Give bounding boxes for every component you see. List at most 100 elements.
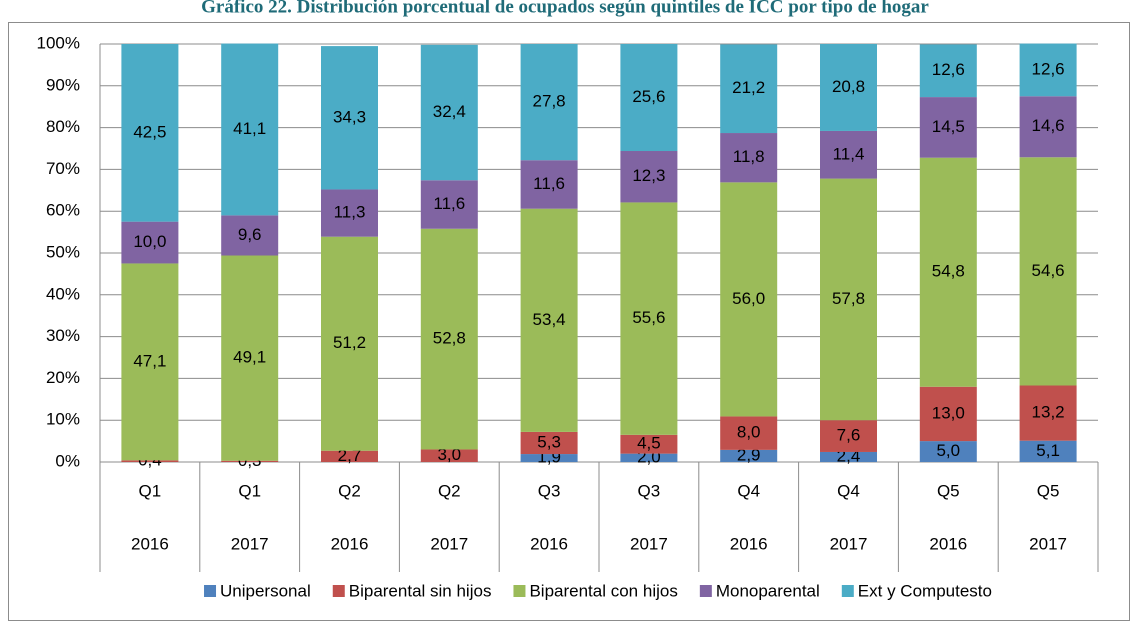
bar-segment (121, 221, 179, 264)
x-tick-label: Q3 (638, 481, 661, 500)
bar-segment (919, 441, 977, 462)
data-label: 14,6 (1032, 116, 1065, 135)
bar-segment (520, 208, 578, 432)
x-group-label: 2016 (131, 534, 169, 553)
bar-segment (1019, 96, 1077, 158)
bar-segment (620, 453, 678, 462)
legend-label: Monoparental (716, 581, 820, 600)
bar-segment (620, 202, 678, 435)
x-group-label: 2017 (430, 534, 468, 553)
legend-swatch (513, 585, 526, 597)
x-group-label: 2017 (630, 534, 668, 553)
data-label: 12,6 (1032, 59, 1065, 78)
data-label: 55,6 (632, 308, 665, 327)
data-label: 11,4 (833, 144, 865, 163)
data-label: 34,3 (333, 107, 366, 126)
data-label: 51,2 (333, 333, 366, 352)
x-tick-label: Q2 (438, 481, 461, 500)
x-tick-label: Q5 (1037, 481, 1060, 500)
data-label: 54,8 (932, 262, 965, 281)
bar-segment (820, 451, 877, 462)
bar-segment (221, 215, 279, 256)
data-label: 42,5 (133, 122, 166, 141)
x-tick-label: Q1 (139, 481, 162, 500)
y-tick-label: 30% (46, 326, 80, 345)
x-tick-label: Q3 (538, 481, 561, 500)
x-group-label: 2017 (1029, 534, 1067, 553)
bar-segment (420, 449, 478, 462)
bar-segment (321, 450, 378, 462)
x-group-label: 2016 (530, 534, 568, 553)
bar-segment (321, 189, 378, 237)
bar-segment (121, 460, 179, 462)
y-tick-label: 40% (46, 284, 80, 303)
legend-label: Unipersonal (220, 581, 311, 600)
data-label: 13,0 (932, 403, 965, 422)
data-label: 11,3 (334, 203, 366, 222)
bar-segment (221, 255, 279, 461)
bar-segment (820, 130, 877, 179)
y-tick-label: 80% (46, 117, 80, 136)
bar-segment (720, 416, 778, 450)
data-label: 5,0 (936, 441, 960, 460)
y-tick-label: 10% (46, 410, 80, 429)
bar-segment (121, 44, 179, 222)
data-label: 12,3 (632, 166, 665, 185)
y-tick-label: 20% (46, 368, 80, 387)
bar-segment (720, 133, 778, 183)
data-label: 13,2 (1032, 403, 1065, 422)
legend-label: Biparental sin hijos (349, 581, 492, 600)
bar-segment (121, 263, 179, 461)
bar-segment (919, 44, 977, 98)
data-label: 2,9 (737, 445, 761, 464)
bar-segment (820, 178, 877, 421)
data-label: 20,8 (832, 77, 865, 96)
data-label: 27,8 (533, 92, 566, 111)
bar-segment (321, 236, 378, 451)
x-tick-label: Q1 (238, 481, 261, 500)
bar-segment (820, 420, 877, 452)
data-label: 5,1 (1036, 441, 1060, 460)
data-label: 21,2 (732, 78, 765, 97)
bar-segment (1019, 440, 1077, 462)
data-label: 11,6 (433, 194, 465, 213)
bar-segment (1019, 157, 1077, 386)
data-label: 47,1 (133, 351, 166, 370)
data-label: 56,0 (732, 289, 765, 308)
bar-segment (221, 460, 279, 462)
bar-segment (620, 151, 678, 203)
data-label: 3,0 (437, 445, 461, 464)
x-tick-label: Q4 (837, 481, 860, 500)
data-label: 4,5 (637, 434, 661, 453)
data-label: 52,8 (433, 329, 466, 348)
data-label: 14,5 (932, 117, 965, 136)
data-label: 10,0 (133, 232, 166, 251)
legend-swatch (332, 585, 345, 597)
bar-segment (1019, 43, 1077, 97)
bar-segment (1019, 385, 1077, 441)
bar-segment (520, 44, 578, 161)
y-tick-label: 50% (46, 242, 80, 261)
x-tick-label: Q2 (338, 481, 361, 500)
data-label: 5,3 (537, 432, 561, 451)
bar-segment (620, 434, 678, 454)
data-label: 11,6 (533, 174, 565, 193)
bar-segment (520, 160, 578, 209)
x-group-label: 2016 (331, 534, 369, 553)
bar-segment (720, 449, 778, 462)
bar-segment (520, 431, 578, 455)
bar-segment (919, 97, 977, 158)
data-label: 41,1 (233, 119, 266, 138)
x-tick-label: Q4 (737, 481, 760, 500)
x-group-label: 2016 (929, 534, 967, 553)
data-label: 32,4 (433, 102, 466, 121)
legend-label: Biparental con hijos (529, 581, 677, 600)
y-tick-label: 70% (46, 159, 80, 178)
legend-swatch (841, 585, 854, 597)
bar-segment (919, 386, 977, 442)
data-label: 11,8 (733, 147, 765, 166)
x-group-label: 2016 (730, 534, 768, 553)
legend-swatch (699, 585, 712, 597)
bar-segment (420, 44, 478, 181)
